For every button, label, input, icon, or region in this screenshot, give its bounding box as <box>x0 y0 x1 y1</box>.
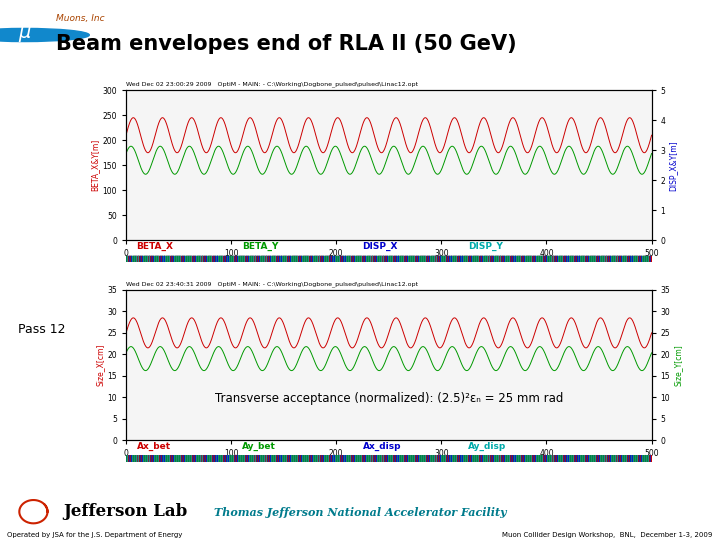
Text: BETA_Y: BETA_Y <box>242 242 278 251</box>
Text: BETA_X: BETA_X <box>137 242 174 251</box>
Text: Wed Dec 02 23:00:29 2009   OptiM - MAIN: - C:\Working\Dogbone_pulsed\pulsed\Lina: Wed Dec 02 23:00:29 2009 OptiM - MAIN: -… <box>126 82 418 87</box>
Text: Muons, Inc: Muons, Inc <box>56 14 105 23</box>
Text: Muon Collider Design Workshop,  BNL,  December 1-3, 2009: Muon Collider Design Workshop, BNL, Dece… <box>503 531 713 538</box>
Y-axis label: DISP_X&Y[m]: DISP_X&Y[m] <box>668 140 678 191</box>
Y-axis label: Size_Y[cm]: Size_Y[cm] <box>673 344 682 386</box>
Text: DISP_Y: DISP_Y <box>468 242 503 251</box>
Text: Thomas Jefferson National Accelerator Facility: Thomas Jefferson National Accelerator Fa… <box>214 508 506 518</box>
Y-axis label: BETA_X&Y[m]: BETA_X&Y[m] <box>91 139 99 191</box>
Text: Jefferson Lab: Jefferson Lab <box>63 503 188 520</box>
Text: $\mu$: $\mu$ <box>17 25 32 44</box>
Text: Ax_bet: Ax_bet <box>137 442 171 451</box>
Text: Beam envelopes end of RLA II (50 GeV): Beam envelopes end of RLA II (50 GeV) <box>56 33 517 54</box>
Text: Transverse acceptance (normalized): (2.5)²εₙ = 25 mm rad: Transverse acceptance (normalized): (2.5… <box>215 392 563 404</box>
Text: DISP_X: DISP_X <box>362 242 398 251</box>
Circle shape <box>0 29 89 42</box>
Text: Ay_disp: Ay_disp <box>468 442 506 451</box>
Text: Operated by JSA for the J.S. Department of Energy: Operated by JSA for the J.S. Department … <box>7 531 183 538</box>
Text: Wed Dec 02 23:40:31 2009   OptiM - MAIN: - C:\Working\Dogbone_pulsed\pulsed\Lina: Wed Dec 02 23:40:31 2009 OptiM - MAIN: -… <box>126 281 418 287</box>
Text: Ax_disp: Ax_disp <box>362 442 401 451</box>
Text: Pass 12: Pass 12 <box>18 323 66 336</box>
Text: Ay_bet: Ay_bet <box>242 442 276 451</box>
Y-axis label: Size_X[cm]: Size_X[cm] <box>96 344 104 386</box>
